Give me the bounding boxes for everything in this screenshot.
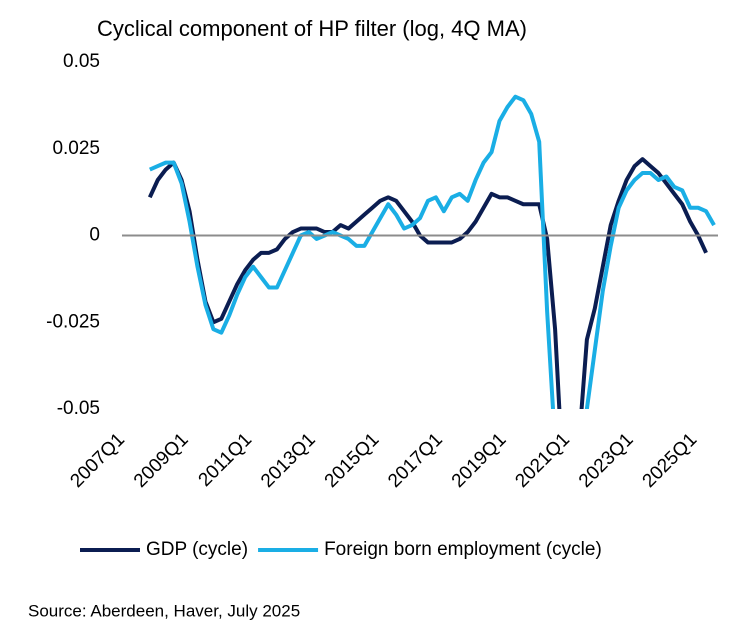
series-line — [147, 157, 708, 409]
source-note: Source: Aberdeen, Haver, July 2025 — [28, 601, 300, 620]
legend-label: Foreign born employment (cycle) — [324, 539, 602, 560]
x-tick-label: 2007Q1 — [66, 429, 129, 492]
x-tick-label: 2021Q1 — [511, 429, 574, 492]
x-tick-label: 2015Q1 — [321, 429, 384, 492]
legend-label: GDP (cycle) — [146, 539, 248, 560]
x-tick-label: 2017Q1 — [384, 429, 447, 492]
y-tick-label: -0.05 — [57, 398, 100, 419]
x-tick-label: 2023Q1 — [575, 429, 638, 492]
y-tick-label: 0 — [89, 225, 100, 246]
y-tick-label: 0.05 — [63, 51, 100, 72]
y-tick-label: 0.025 — [52, 138, 100, 159]
x-tick-label: 2013Q1 — [257, 429, 320, 492]
chart-title: Cyclical component of HP filter (log, 4Q… — [97, 16, 527, 41]
series-line — [149, 94, 716, 409]
x-tick-label: 2019Q1 — [448, 429, 511, 492]
x-tick-label: 2011Q1 — [195, 429, 257, 491]
x-tick-label: 2025Q1 — [639, 429, 702, 492]
x-tick-label: 2009Q1 — [130, 429, 193, 492]
plot-area — [147, 94, 716, 409]
y-tick-label: -0.025 — [46, 311, 100, 332]
